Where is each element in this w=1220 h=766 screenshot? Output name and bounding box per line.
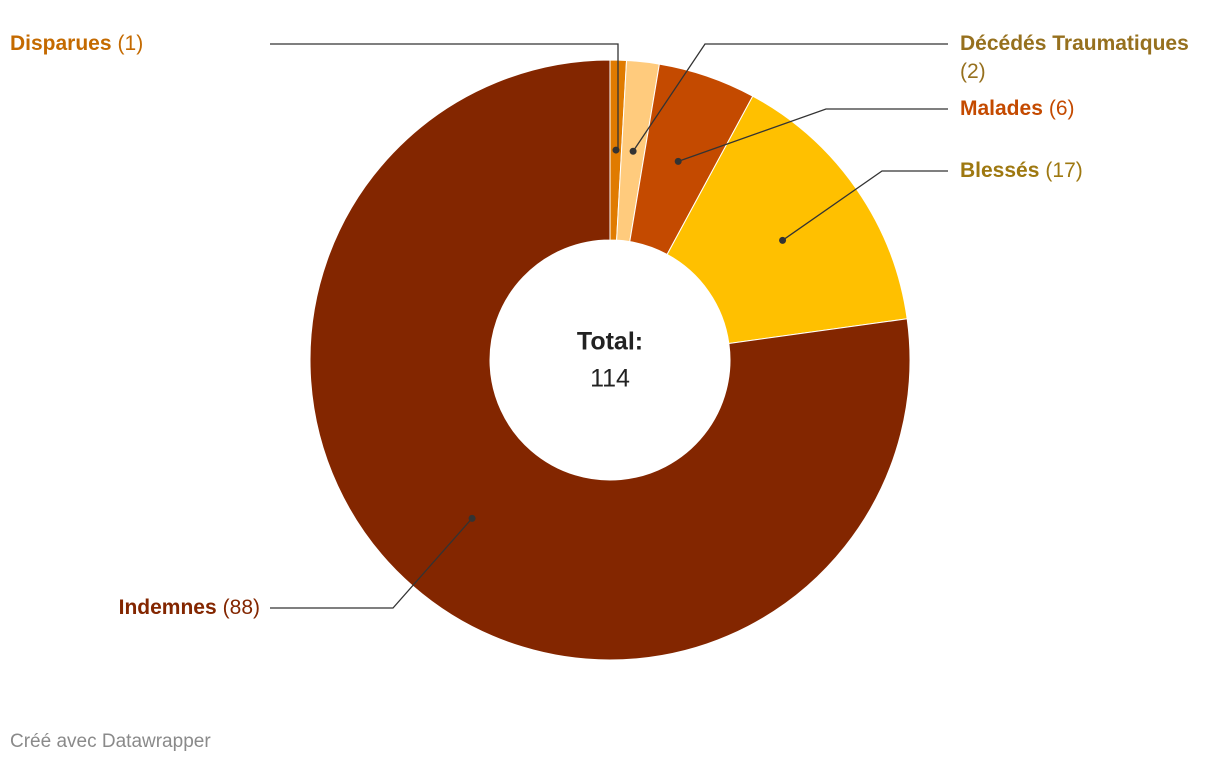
category-name: Blessés: [960, 159, 1039, 182]
slice: [666, 95, 908, 345]
value-label: (17): [1045, 159, 1082, 182]
leader-dot: [629, 147, 637, 155]
category-name: Décédés Traumatiques: [960, 32, 1189, 55]
value-label: (88): [223, 596, 260, 619]
leader-line: [270, 43, 619, 151]
leader-dot: [674, 157, 682, 165]
category-name: Malades: [960, 97, 1043, 120]
slice-label: Décédés Traumatiques (2): [960, 32, 1189, 83]
slice-label: Malades (6): [960, 97, 1075, 120]
center-title: Total:: [577, 328, 643, 356]
leader-line: [677, 108, 948, 162]
value-label: (1): [118, 32, 144, 55]
footer: Créé avec Datawrapper: [10, 731, 211, 752]
leader-dot: [612, 146, 620, 154]
leader-line: [270, 517, 473, 609]
leader-line: [632, 43, 948, 152]
value-label: (2): [960, 60, 986, 83]
leader-dot: [468, 514, 476, 522]
category-name: Indemnes: [119, 596, 217, 619]
leader-line: [782, 170, 948, 241]
slices: [309, 59, 911, 661]
slice: [309, 59, 911, 661]
slice-label: Indemnes (88): [119, 596, 260, 619]
category-name: Disparues: [10, 32, 112, 55]
value-label: (6): [1049, 97, 1075, 120]
center-value: 114: [590, 365, 630, 393]
slice-label: Blessés (17): [960, 159, 1083, 182]
slice-label: Disparues (1): [10, 32, 143, 55]
leader-dot: [779, 236, 787, 244]
